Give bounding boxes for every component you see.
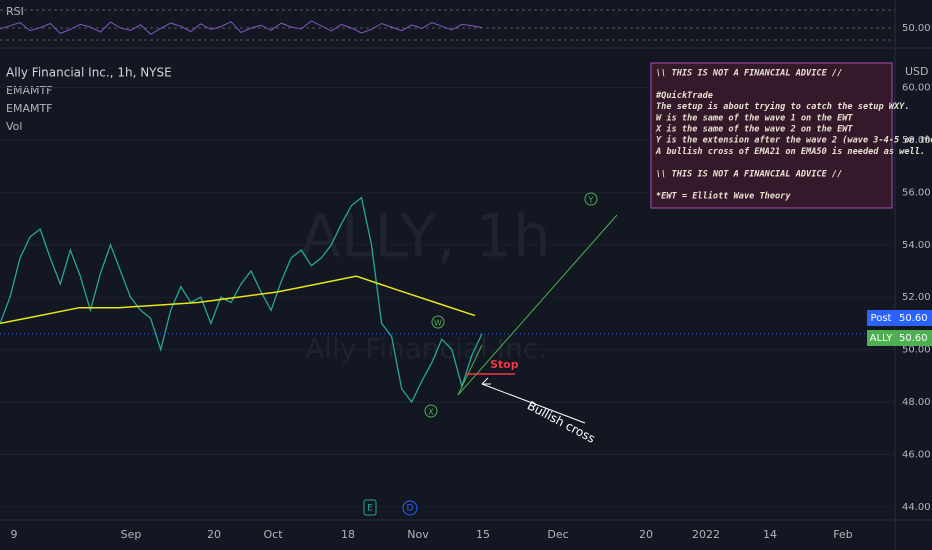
currency: USD <box>905 65 929 78</box>
x-tick-label: Sep <box>121 528 142 541</box>
wave-label: Y <box>588 196 594 205</box>
post-price: 50.60 <box>899 313 928 324</box>
y-tick-label: 56.00 <box>902 187 931 198</box>
rsi-level-label: 50.00 <box>902 23 931 34</box>
plot <box>0 9 895 508</box>
ticker-label: ALLY <box>870 333 894 344</box>
indicator: EMAMTF <box>6 102 53 115</box>
y-tick-label: 46.00 <box>902 449 931 460</box>
note-line: X is the same of the wave 2 on the EWT <box>655 124 853 135</box>
ticker-tag <box>867 330 895 346</box>
x-tick-label: Nov <box>407 528 429 541</box>
watermark: Ally Financial Inc. <box>305 332 547 365</box>
y-tick-label: 60.00 <box>902 83 931 94</box>
x-tick-label: Oct <box>263 528 283 541</box>
rsi-line <box>0 20 483 35</box>
x-tick-label: 18 <box>341 528 355 541</box>
ema200-line <box>0 275 476 325</box>
note-line: \\ THIS IS NOT A FINANCIAL ADVICE // <box>656 169 842 179</box>
y-tick-label: 50.00 <box>902 345 931 356</box>
y-tick-label: 58.00 <box>902 135 931 146</box>
x-tick-label: 15 <box>476 528 490 541</box>
symbol: Ally Financial Inc., 1h, NYSE <box>6 66 172 80</box>
x-tick-label: Feb <box>833 528 852 541</box>
note-line: *EWT = Elliott Wave Theory <box>656 191 791 202</box>
wave-label: W <box>434 319 442 328</box>
wave-label: X <box>428 408 434 417</box>
x-tick-label: 2022 <box>692 528 720 541</box>
event-label: D <box>407 504 414 514</box>
note-line: Y is the extension after the wave 2 (wav… <box>656 135 932 146</box>
note: \\ THIS IS NOT A FINANCIAL ADVICE // #Qui… <box>655 69 932 202</box>
arrow-head <box>481 377 491 385</box>
x-tick-label: 20 <box>207 528 221 541</box>
x-tick-label: 14 <box>763 528 777 541</box>
y-tick-label: 54.00 <box>902 240 931 251</box>
arrow <box>481 383 586 424</box>
x-tick-label: Dec <box>547 528 568 541</box>
note-box <box>650 62 893 209</box>
indicator: EMAMTF <box>6 84 53 97</box>
y-tick-label: 48.00 <box>902 397 931 408</box>
wave-line <box>457 214 618 396</box>
y-tick-label: 44.00 <box>902 502 931 513</box>
event-icon[interactable] <box>363 499 377 516</box>
x-tick-label: 9 <box>11 528 18 541</box>
post-label: Post <box>871 313 892 324</box>
event-icon[interactable] <box>402 500 418 516</box>
wave-line <box>457 344 483 396</box>
y-tick-label: 52.00 <box>902 292 931 303</box>
last-price: 50.60 <box>899 333 928 344</box>
note-line: \\ THIS IS NOT A FINANCIAL ADVICE // <box>656 69 842 79</box>
last-price-tag <box>895 330 932 346</box>
event-label: E <box>367 504 373 514</box>
note-line: #QuickTrade <box>655 90 713 101</box>
price-line <box>0 196 483 404</box>
note-line: The setup is about trying to catch the s… <box>656 101 910 112</box>
note-line: W is the same of the wave 1 on the EWT <box>656 112 853 123</box>
wave-marker: W X Y <box>424 192 598 418</box>
note-line: A bullish cross of EMA21 on EMA50 is nee… <box>655 146 925 157</box>
x-tick-label: 20 <box>639 528 653 541</box>
stop-label: Stop <box>490 358 519 371</box>
rsi-label: RSI <box>6 5 24 18</box>
post-price-tag <box>895 310 932 326</box>
indicator: Vol <box>6 120 22 133</box>
watermark: ALLY, 1h <box>300 202 551 272</box>
post-tag <box>867 310 895 326</box>
